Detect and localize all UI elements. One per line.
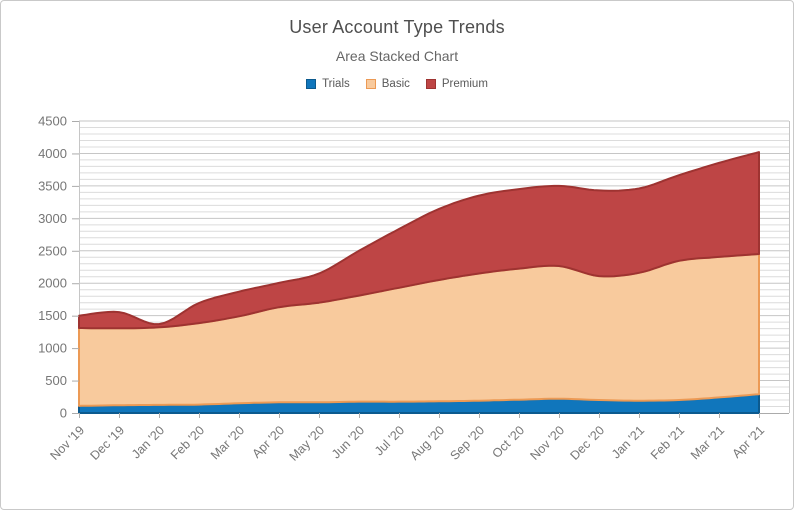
x-axis-label: Apr '20 bbox=[249, 423, 287, 461]
legend-item-premium[interactable]: Premium bbox=[425, 78, 488, 90]
x-axis-label: Jul '20 bbox=[372, 423, 407, 458]
x-axis-label: Aug '20 bbox=[408, 423, 448, 463]
x-axis-label: Dec '20 bbox=[568, 423, 608, 463]
y-axis-label: 2000 bbox=[38, 276, 67, 291]
legend-item-trials[interactable]: Trials bbox=[306, 78, 350, 90]
x-axis-label: Nov '20 bbox=[528, 423, 568, 463]
legend-swatch-icon bbox=[306, 79, 317, 89]
y-axis-label: 0 bbox=[60, 406, 67, 421]
x-axis-label: Mar '21 bbox=[688, 423, 727, 462]
x-axis-label: Oct '20 bbox=[489, 423, 527, 461]
x-axis-label: May '20 bbox=[287, 423, 328, 464]
legend-label: Premium bbox=[441, 78, 488, 90]
y-axis-label: 4000 bbox=[38, 146, 67, 161]
y-axis-label: 4500 bbox=[38, 114, 67, 129]
y-axis-label: 500 bbox=[45, 373, 67, 388]
x-axis-label: Mar '20 bbox=[208, 423, 247, 462]
x-axis-label: Apr '21 bbox=[729, 423, 767, 461]
chart-legend: Trials Basic Premium bbox=[1, 78, 793, 90]
y-axis-label: 2500 bbox=[38, 243, 67, 258]
chart-subtitle: Area Stacked Chart bbox=[335, 48, 459, 64]
legend-item-basic[interactable]: Basic bbox=[365, 78, 410, 90]
x-axis-label: Jan '20 bbox=[129, 423, 167, 461]
y-axis-label: 1000 bbox=[38, 341, 67, 356]
series-area-premium[interactable] bbox=[78, 151, 760, 330]
legend-swatch-icon bbox=[425, 79, 436, 89]
x-axis-label: Feb '20 bbox=[168, 423, 207, 462]
legend-label: Trials bbox=[322, 78, 350, 90]
y-axis-label: 3000 bbox=[38, 211, 67, 226]
x-axis-label: Sep '20 bbox=[448, 423, 488, 463]
legend-swatch-icon bbox=[365, 79, 376, 89]
x-axis-label: Jan '21 bbox=[609, 423, 647, 461]
x-axis-label: Feb '21 bbox=[648, 423, 687, 462]
legend-label: Basic bbox=[381, 78, 410, 90]
x-axis-label: Nov '19 bbox=[48, 423, 88, 463]
y-axis-label: 3500 bbox=[38, 178, 67, 193]
x-axis-label: Jun '20 bbox=[329, 423, 367, 461]
x-axis-label: Dec '19 bbox=[88, 423, 128, 463]
chart-title: User Account Type Trends bbox=[289, 17, 505, 37]
y-axis-label: 1500 bbox=[38, 308, 67, 323]
